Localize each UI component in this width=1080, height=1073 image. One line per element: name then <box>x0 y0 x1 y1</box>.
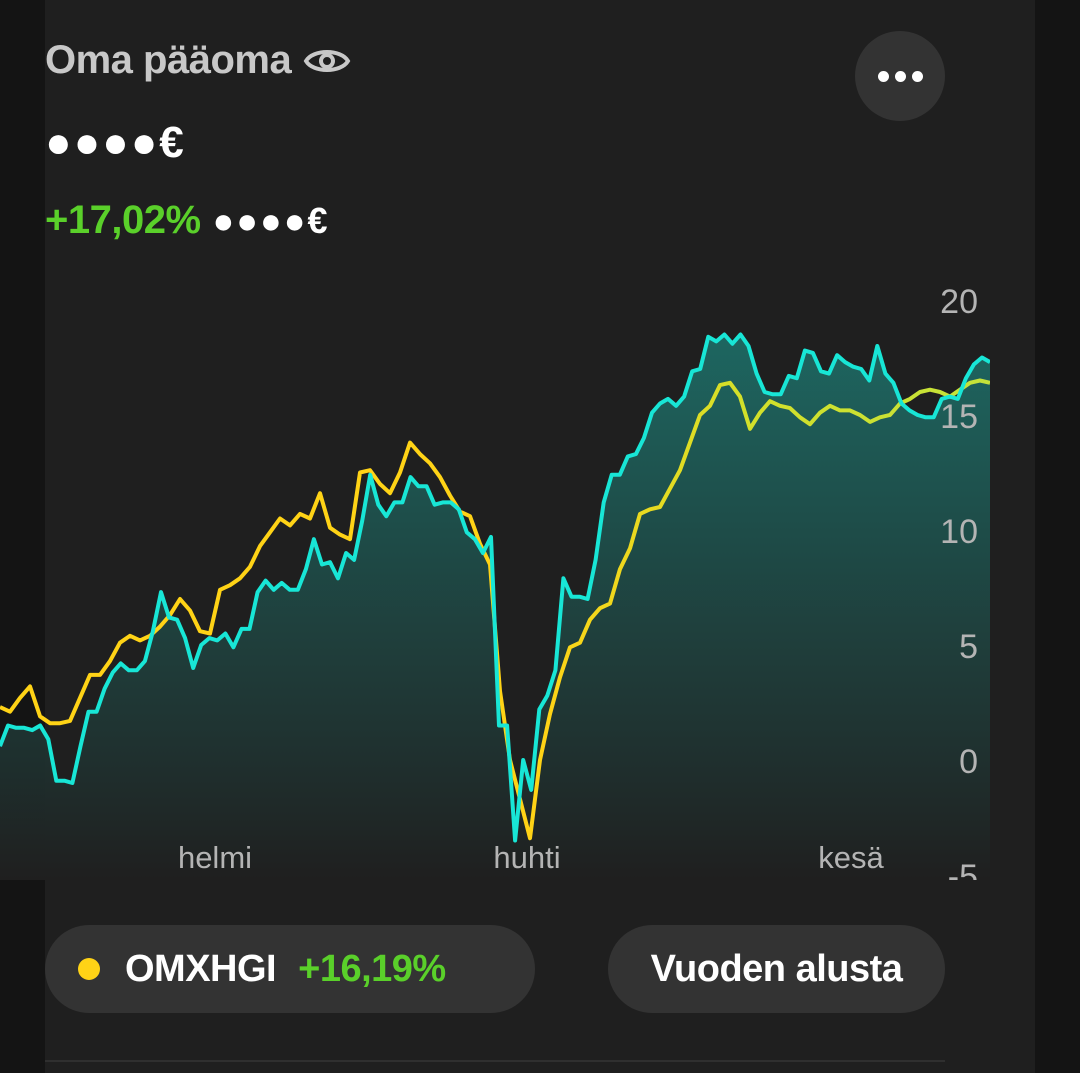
eye-icon[interactable] <box>303 44 351 78</box>
change-percent: +17,02% <box>45 198 201 242</box>
benchmark-color-dot <box>78 958 100 980</box>
y-tick-label: 15 <box>940 398 978 436</box>
benchmark-selector[interactable]: OMXHGI +16,19% <box>45 925 535 1013</box>
more-horizontal-icon <box>877 70 889 82</box>
y-tick-label: 20 <box>940 283 978 321</box>
x-tick-label: kesä <box>818 840 884 875</box>
portfolio-area <box>0 334 990 880</box>
divider <box>45 1060 945 1062</box>
benchmark-name: OMXHGI <box>125 947 277 990</box>
portfolio-line <box>0 332 990 843</box>
more-options-button[interactable] <box>855 31 945 121</box>
y-tick-label: 10 <box>940 513 978 551</box>
change-row: +17,02% ●●●●€ <box>45 198 330 243</box>
time-range-label: Vuoden alusta <box>650 947 903 990</box>
x-tick-label: helmi <box>178 840 252 875</box>
page-title: Oma pääoma <box>45 38 292 82</box>
title-row: Oma pääoma <box>45 38 351 83</box>
x-tick-label: huhti <box>493 840 560 875</box>
change-amount: ●●●●€ <box>212 200 330 241</box>
time-range-button[interactable]: Vuoden alusta <box>608 925 945 1013</box>
balance-value: ●●●●€ <box>45 118 186 167</box>
benchmark-change: +16,19% <box>298 947 446 990</box>
performance-chart[interactable]: 20 15 10 5 0 -5 helmi huhti kesä <box>0 280 990 880</box>
y-tick-label: -5 <box>948 858 978 880</box>
chart-svg: 20 15 10 5 0 -5 helmi huhti kesä <box>0 283 990 880</box>
y-tick-label: 5 <box>959 628 978 666</box>
y-tick-label: 0 <box>959 743 978 781</box>
